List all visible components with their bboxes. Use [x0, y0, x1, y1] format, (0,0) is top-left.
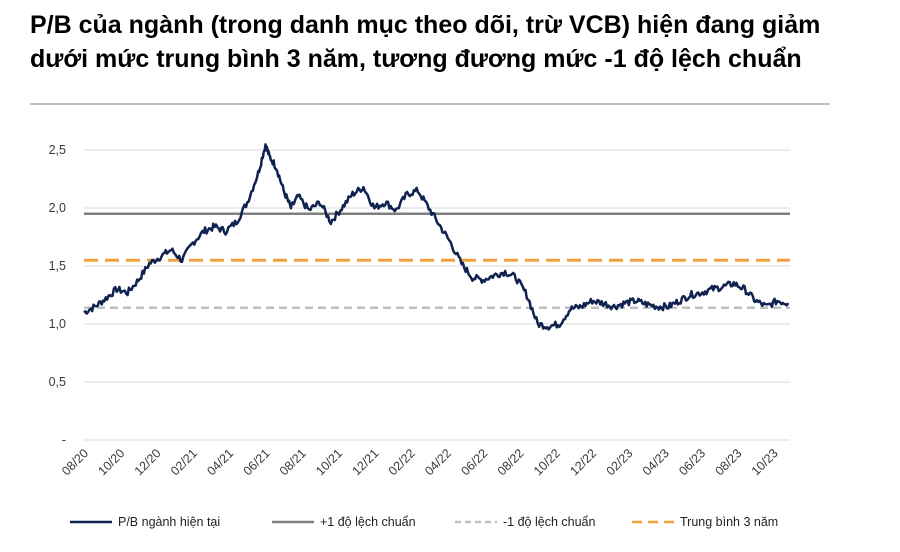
- y-tick-label: -: [62, 433, 66, 447]
- x-tick-label: 08/20: [59, 446, 91, 478]
- legend-label: -1 độ lệch chuẩn: [503, 515, 595, 529]
- x-tick-label: 02/23: [604, 446, 636, 478]
- x-tick-label: 04/21: [204, 446, 236, 478]
- x-tick-label: 06/23: [676, 446, 708, 478]
- page-title: P/B của ngành (trong danh mục theo dõi, …: [30, 11, 821, 73]
- x-tick-label: 12/20: [132, 446, 164, 478]
- x-tick-label: 02/22: [386, 446, 418, 478]
- x-tick-label: 04/23: [640, 446, 672, 478]
- series-line-pb: [83, 143, 790, 331]
- x-tick-label: 04/22: [422, 446, 454, 478]
- y-tick-label: 0,5: [49, 375, 66, 389]
- grid-lines: [84, 149, 790, 441]
- series-lines: [83, 143, 790, 331]
- x-tick-label: 12/21: [349, 446, 381, 478]
- x-tick-label: 12/22: [567, 446, 599, 478]
- legend-label: Trung bình 3 năm: [680, 515, 778, 529]
- legend-label: P/B ngành hiện tại: [118, 515, 220, 529]
- title-divider: [30, 103, 830, 105]
- x-tick-label: 10/20: [95, 446, 127, 478]
- x-tick-label: 10/21: [313, 446, 345, 478]
- x-tick-label: 06/21: [241, 446, 273, 478]
- x-tick-label: 10/22: [531, 446, 563, 478]
- x-tick-label: 10/23: [749, 446, 781, 478]
- legend: P/B ngành hiện tại +1 độ lệch chuẩn -1 độ …: [70, 515, 778, 529]
- y-tick-label: 2,0: [49, 201, 66, 215]
- x-tick-label: 08/22: [495, 446, 527, 478]
- legend-label: +1 độ lệch chuẩn: [320, 515, 416, 529]
- y-tick-label: 2,5: [49, 143, 66, 157]
- x-tick-label: 02/21: [168, 446, 200, 478]
- x-tick-label: 08/23: [712, 446, 744, 478]
- x-axis-ticks: 08/20 10/20 12/20 02/21 04/21 06/21 08/21 10/21…: [59, 446, 781, 478]
- y-tick-label: 1,0: [49, 317, 66, 331]
- x-tick-label: 06/22: [458, 446, 490, 478]
- y-axis-ticks: - 0,5 1,0 1,5 2,0 2,5: [49, 143, 66, 447]
- x-tick-label: 08/21: [277, 446, 309, 478]
- y-tick-label: 1,5: [49, 259, 66, 273]
